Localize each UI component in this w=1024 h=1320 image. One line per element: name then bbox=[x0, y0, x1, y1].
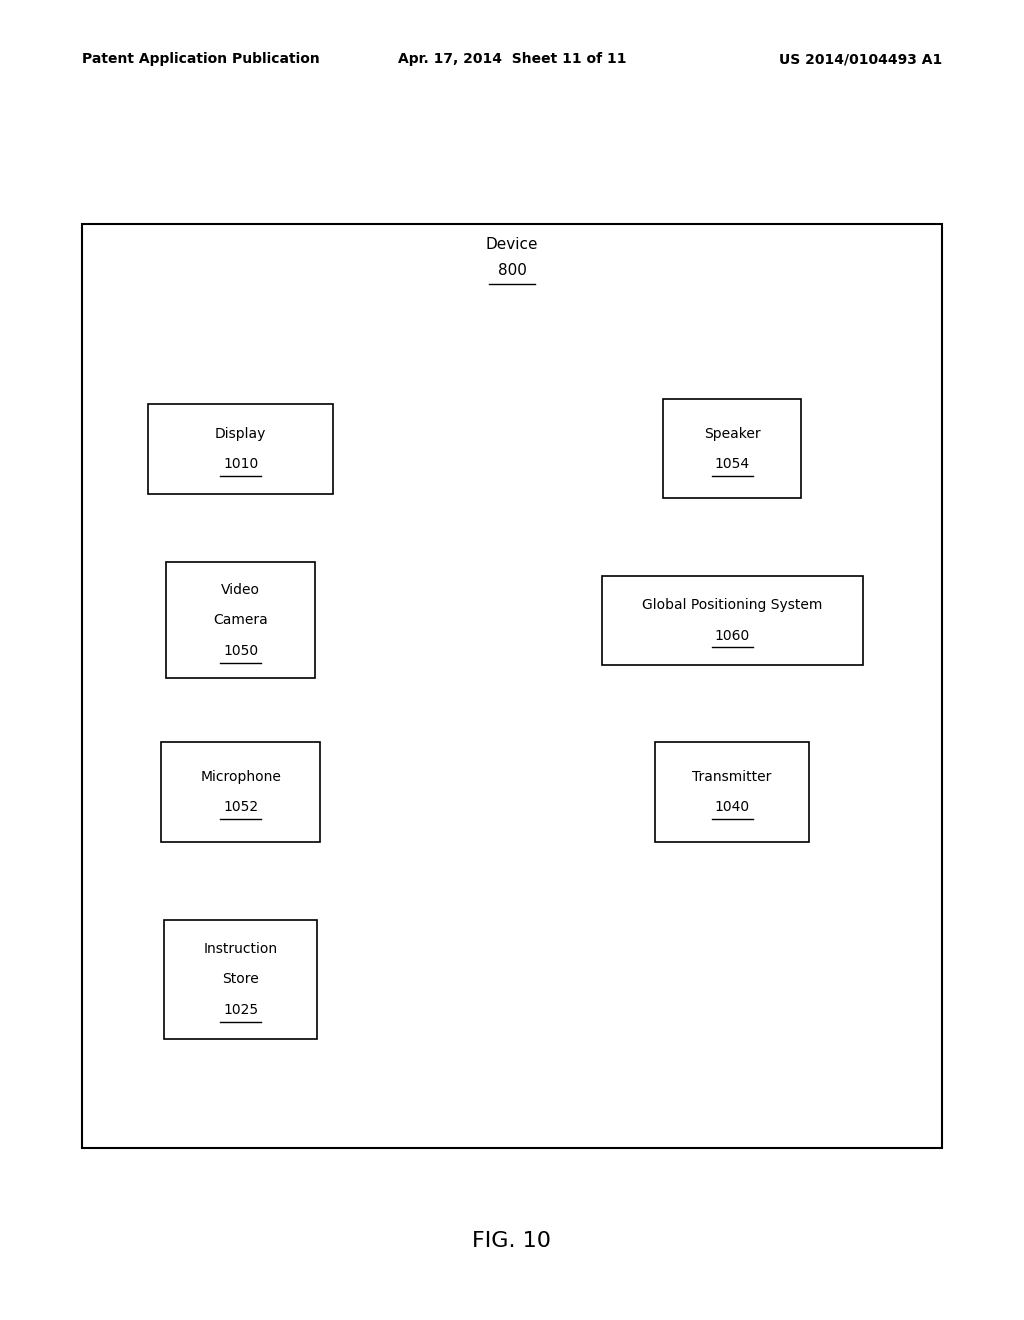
FancyBboxPatch shape bbox=[655, 742, 809, 842]
FancyBboxPatch shape bbox=[164, 920, 317, 1039]
Text: Device: Device bbox=[485, 236, 539, 252]
Text: 1010: 1010 bbox=[223, 457, 258, 471]
Text: 1050: 1050 bbox=[223, 644, 258, 657]
Text: Video: Video bbox=[221, 583, 260, 597]
FancyBboxPatch shape bbox=[161, 742, 319, 842]
Text: Microphone: Microphone bbox=[201, 770, 281, 784]
Text: FIG. 10: FIG. 10 bbox=[472, 1230, 552, 1251]
Text: Apr. 17, 2014  Sheet 11 of 11: Apr. 17, 2014 Sheet 11 of 11 bbox=[397, 53, 627, 66]
Text: Transmitter: Transmitter bbox=[692, 770, 772, 784]
Text: Patent Application Publication: Patent Application Publication bbox=[82, 53, 319, 66]
Text: Instruction: Instruction bbox=[204, 942, 278, 956]
Text: 1025: 1025 bbox=[223, 1003, 258, 1016]
Text: 1040: 1040 bbox=[715, 800, 750, 814]
FancyBboxPatch shape bbox=[148, 404, 333, 494]
Text: 1060: 1060 bbox=[715, 628, 750, 643]
Text: 1054: 1054 bbox=[715, 457, 750, 471]
Text: Speaker: Speaker bbox=[703, 426, 761, 441]
Text: Store: Store bbox=[222, 973, 259, 986]
Text: Camera: Camera bbox=[213, 614, 268, 627]
FancyBboxPatch shape bbox=[664, 399, 801, 498]
Text: 1052: 1052 bbox=[223, 800, 258, 814]
FancyBboxPatch shape bbox=[82, 224, 942, 1148]
Text: Display: Display bbox=[215, 426, 266, 441]
FancyBboxPatch shape bbox=[166, 562, 315, 678]
FancyBboxPatch shape bbox=[601, 576, 862, 665]
Text: US 2014/0104493 A1: US 2014/0104493 A1 bbox=[779, 53, 942, 66]
Text: 800: 800 bbox=[498, 263, 526, 279]
Text: Global Positioning System: Global Positioning System bbox=[642, 598, 822, 612]
